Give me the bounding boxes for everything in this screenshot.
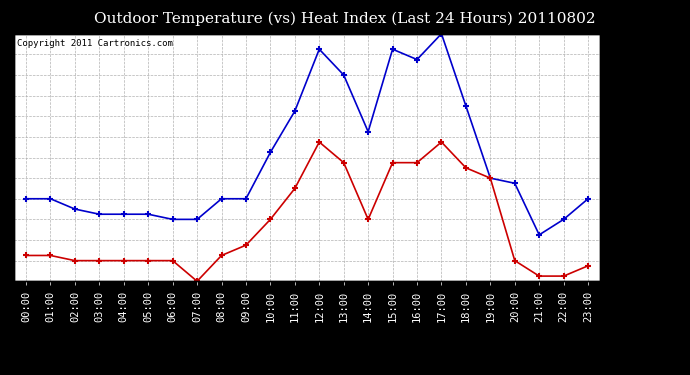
- Text: Copyright 2011 Cartronics.com: Copyright 2011 Cartronics.com: [17, 39, 172, 48]
- Text: Outdoor Temperature (vs) Heat Index (Last 24 Hours) 20110802: Outdoor Temperature (vs) Heat Index (Las…: [95, 11, 595, 26]
